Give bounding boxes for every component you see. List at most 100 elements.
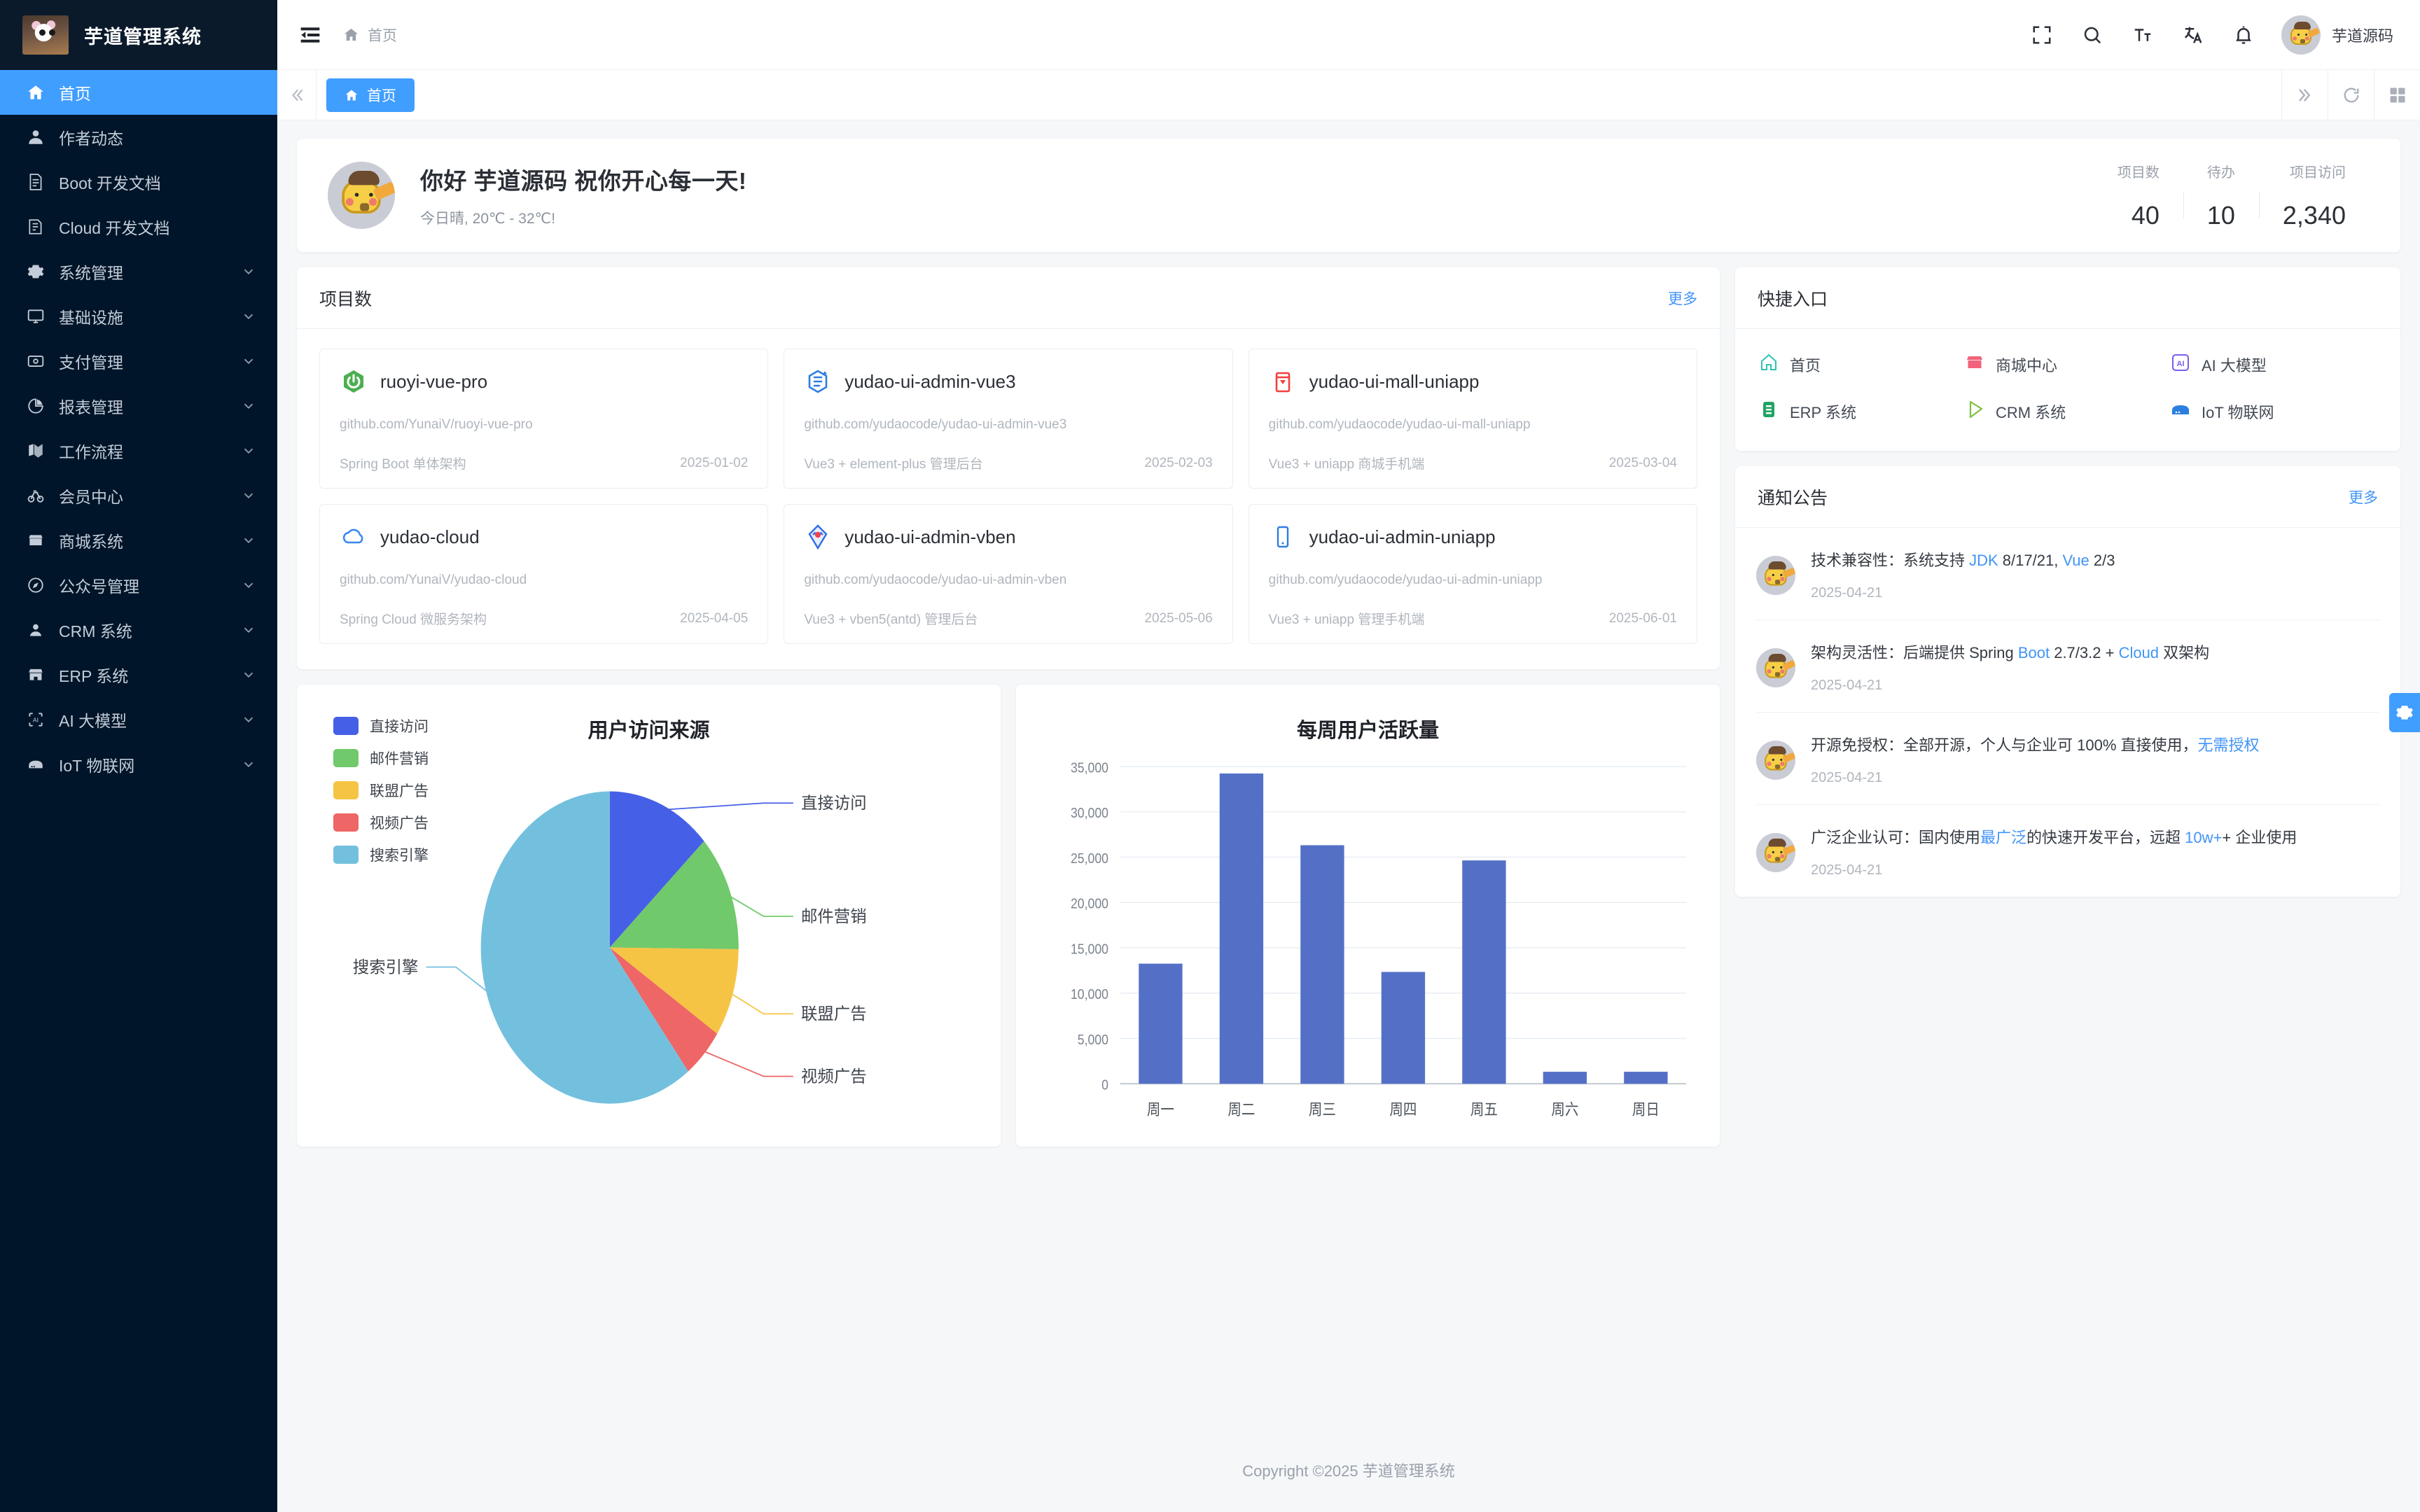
sidebar-logo[interactable]: 芋道管理系统 (0, 0, 277, 70)
sidebar-item-0[interactable]: 首页 (0, 70, 277, 115)
bar[interactable] (1462, 860, 1506, 1084)
chevron-double-left-icon[interactable] (277, 70, 317, 120)
welcome-text: 你好 芋道源码 祝你开心每一天! 今日晴, 20℃ - 32℃! (420, 162, 746, 228)
y-axis-tick-label: 0 (1101, 1077, 1108, 1093)
project-card[interactable]: yudao-ui-admin-vben github.com/yudaocode/… (784, 504, 1233, 644)
quick-entry-item[interactable]: 首页 (1759, 353, 1965, 376)
project-card[interactable]: yudao-cloud github.com/YunaiV/yudao-cloud… (319, 504, 769, 644)
project-name: yudao-ui-admin-vue3 (844, 370, 1016, 392)
bar[interactable] (1381, 972, 1426, 1084)
pie-slice-label: 搜索引擎 (353, 958, 419, 976)
sidebar-item-15[interactable]: IoT 物联网 (0, 742, 277, 787)
fullscreen-icon[interactable] (2017, 10, 2067, 60)
legend-item[interactable]: 直接访问 (333, 715, 429, 736)
notice-title: 技术兼容性：系统支持 JDK 8/17/21, Vue 2/3 (1811, 552, 2115, 569)
user-name: 芋道源码 (2331, 27, 2393, 45)
x-axis-tick-label: 周一 (1147, 1101, 1174, 1118)
bar[interactable] (1219, 773, 1264, 1084)
pie-slice[interactable] (480, 791, 688, 1104)
hero-stats: 项目数 40 待办 10 项目访问 2,340 (2094, 161, 2370, 230)
notices-more-link[interactable]: 更多 (2349, 489, 2378, 506)
search-icon[interactable] (2067, 10, 2118, 60)
chevron-double-right-icon[interactable] (2281, 70, 2328, 120)
avatar (1756, 648, 1795, 687)
project-name: yudao-ui-admin-uniapp (1309, 526, 1496, 547)
project-card[interactable]: yudao-ui-admin-uniapp github.com/yudaocod… (1248, 504, 1697, 644)
sidebar-item-4[interactable]: 系统管理 (0, 249, 277, 294)
bar-chart-card: 每周用户活跃量 0 5,000 10,000 15,000 20,000 25,000 30… (1016, 685, 1720, 1147)
sidebar-item-label: 公众号管理 (59, 578, 139, 596)
legend-item[interactable]: 搜索引擎 (333, 844, 429, 865)
sidebar-item-1[interactable]: 作者动态 (0, 115, 277, 160)
quick-entry-card: 快捷入口 首页 商城中心 AI AI 大模型 ERP 系统 CRM 系统 IoT 物联网 (1735, 267, 2400, 451)
y-axis-tick-label: 30,000 (1071, 805, 1108, 820)
sidebar-item-12[interactable]: CRM 系统 (0, 608, 277, 652)
sidebar-item-8[interactable]: 工作流程 (0, 428, 277, 473)
bar[interactable] (1300, 845, 1344, 1084)
refresh-icon[interactable] (2328, 70, 2374, 120)
sidebar-item-14[interactable]: AI AI 大模型 (0, 697, 277, 742)
sidebar-item-7[interactable]: 报表管理 (0, 384, 277, 428)
sidebar-item-13[interactable]: ERP 系统 (0, 652, 277, 697)
bar[interactable] (1139, 963, 1183, 1084)
quick-entry-item[interactable]: AI AI 大模型 (2171, 353, 2377, 376)
quick-entry-item[interactable]: ERP 系统 (1759, 400, 1965, 423)
projects-card: 项目数 更多 ruoyi-vue-pro github.com/YunaiV/ru… (297, 267, 1720, 669)
pie-slice[interactable] (609, 947, 718, 1072)
projects-more-link[interactable]: 更多 (1668, 290, 1697, 307)
y-axis-tick-label: 10,000 (1071, 986, 1108, 1002)
font-size-icon[interactable] (2118, 10, 2168, 60)
project-card[interactable]: yudao-ui-admin-vue3 github.com/yudaocode/… (784, 349, 1233, 489)
tab-home[interactable]: 首页 (326, 78, 415, 112)
left-column: 项目数 更多 ruoyi-vue-pro github.com/YunaiV/ru… (297, 267, 1720, 1168)
sidebar-item-label: 系统管理 (59, 264, 123, 282)
pie-leader-line (700, 1049, 793, 1077)
legend-label: 搜索引擎 (370, 848, 429, 864)
pie-slice[interactable] (609, 841, 739, 950)
sidebar-item-10[interactable]: 商城系统 (0, 518, 277, 563)
bar[interactable] (1543, 1072, 1587, 1084)
bar-chart-plot: 0 5,000 10,000 15,000 20,000 25,000 30,000 35,0… (1016, 752, 1706, 1135)
quick-entry-label: ERP 系统 (1790, 403, 1856, 421)
settings-drawer-handle[interactable] (2389, 693, 2420, 732)
sidebar-item-5[interactable]: 基础设施 (0, 294, 277, 339)
pie-slice[interactable] (609, 947, 739, 1034)
chevron-down-icon (241, 264, 256, 279)
pie-leader-line (426, 966, 493, 997)
sidebar-item-9[interactable]: 会员中心 (0, 473, 277, 518)
quick-entry-item[interactable]: CRM 系统 (1965, 400, 2171, 423)
bar[interactable] (1624, 1072, 1668, 1084)
sidebar-item-2[interactable]: Boot 开发文档 (0, 160, 277, 204)
translate-icon[interactable] (2168, 10, 2218, 60)
quick-entry-header: 快捷入口 (1735, 267, 2400, 329)
home-icon (27, 83, 45, 102)
sidebar-item-3[interactable]: Cloud 开发文档 (0, 204, 277, 249)
notice-item[interactable]: 开源免授权：全部开源，个人与企业可 100% 直接使用，无需授权 2025-04-… (1756, 713, 2379, 806)
quick-entry-item[interactable]: IoT 物联网 (2171, 400, 2377, 423)
user-menu[interactable]: 芋道源码 (2269, 15, 2400, 55)
breadcrumb[interactable]: 首页 (343, 24, 397, 46)
pie-slice-label: 直接访问 (801, 794, 867, 812)
notice-item[interactable]: 架构灵活性：后端提供 Spring Boot 2.7/3.2 + Cloud 双… (1756, 620, 2379, 713)
pie-slice[interactable] (609, 791, 704, 948)
legend-item[interactable]: 联盟广告 (333, 780, 429, 801)
project-card[interactable]: ruoyi-vue-pro github.com/YunaiV/ruoyi-vue… (319, 349, 769, 489)
notice-item[interactable]: 广泛企业认可：国内使用最广泛的快速开发平台，远超 10w++ 企业使用 2025-… (1756, 805, 2379, 897)
stat-item: 项目数 40 (2094, 161, 2183, 230)
svg-text:AI: AI (33, 716, 39, 723)
grid-icon[interactable] (2374, 70, 2420, 120)
main-area: 首页 (277, 0, 2420, 1512)
quick-entry-item[interactable]: 商城中心 (1965, 353, 2171, 376)
sidebar-item-label: ERP 系统 (59, 667, 129, 685)
bell-icon[interactable] (2218, 10, 2269, 60)
legend-item[interactable]: 邮件营销 (333, 748, 429, 769)
sidebar-item-11[interactable]: 公众号管理 (0, 563, 277, 608)
sidebar-item-6[interactable]: 支付管理 (0, 339, 277, 384)
notice-item[interactable]: 技术兼容性：系统支持 JDK 8/17/21, Vue 2/3 2025-04-2… (1756, 528, 2379, 621)
chevron-down-icon (241, 578, 256, 593)
ai-icon: AI (2171, 353, 2190, 376)
menu-toggle-icon[interactable] (298, 23, 322, 47)
pie-chart-icon (27, 397, 45, 415)
project-card[interactable]: yudao-ui-mall-uniapp github.com/yudaocode… (1248, 349, 1697, 489)
legend-item[interactable]: 视频广告 (333, 812, 429, 833)
